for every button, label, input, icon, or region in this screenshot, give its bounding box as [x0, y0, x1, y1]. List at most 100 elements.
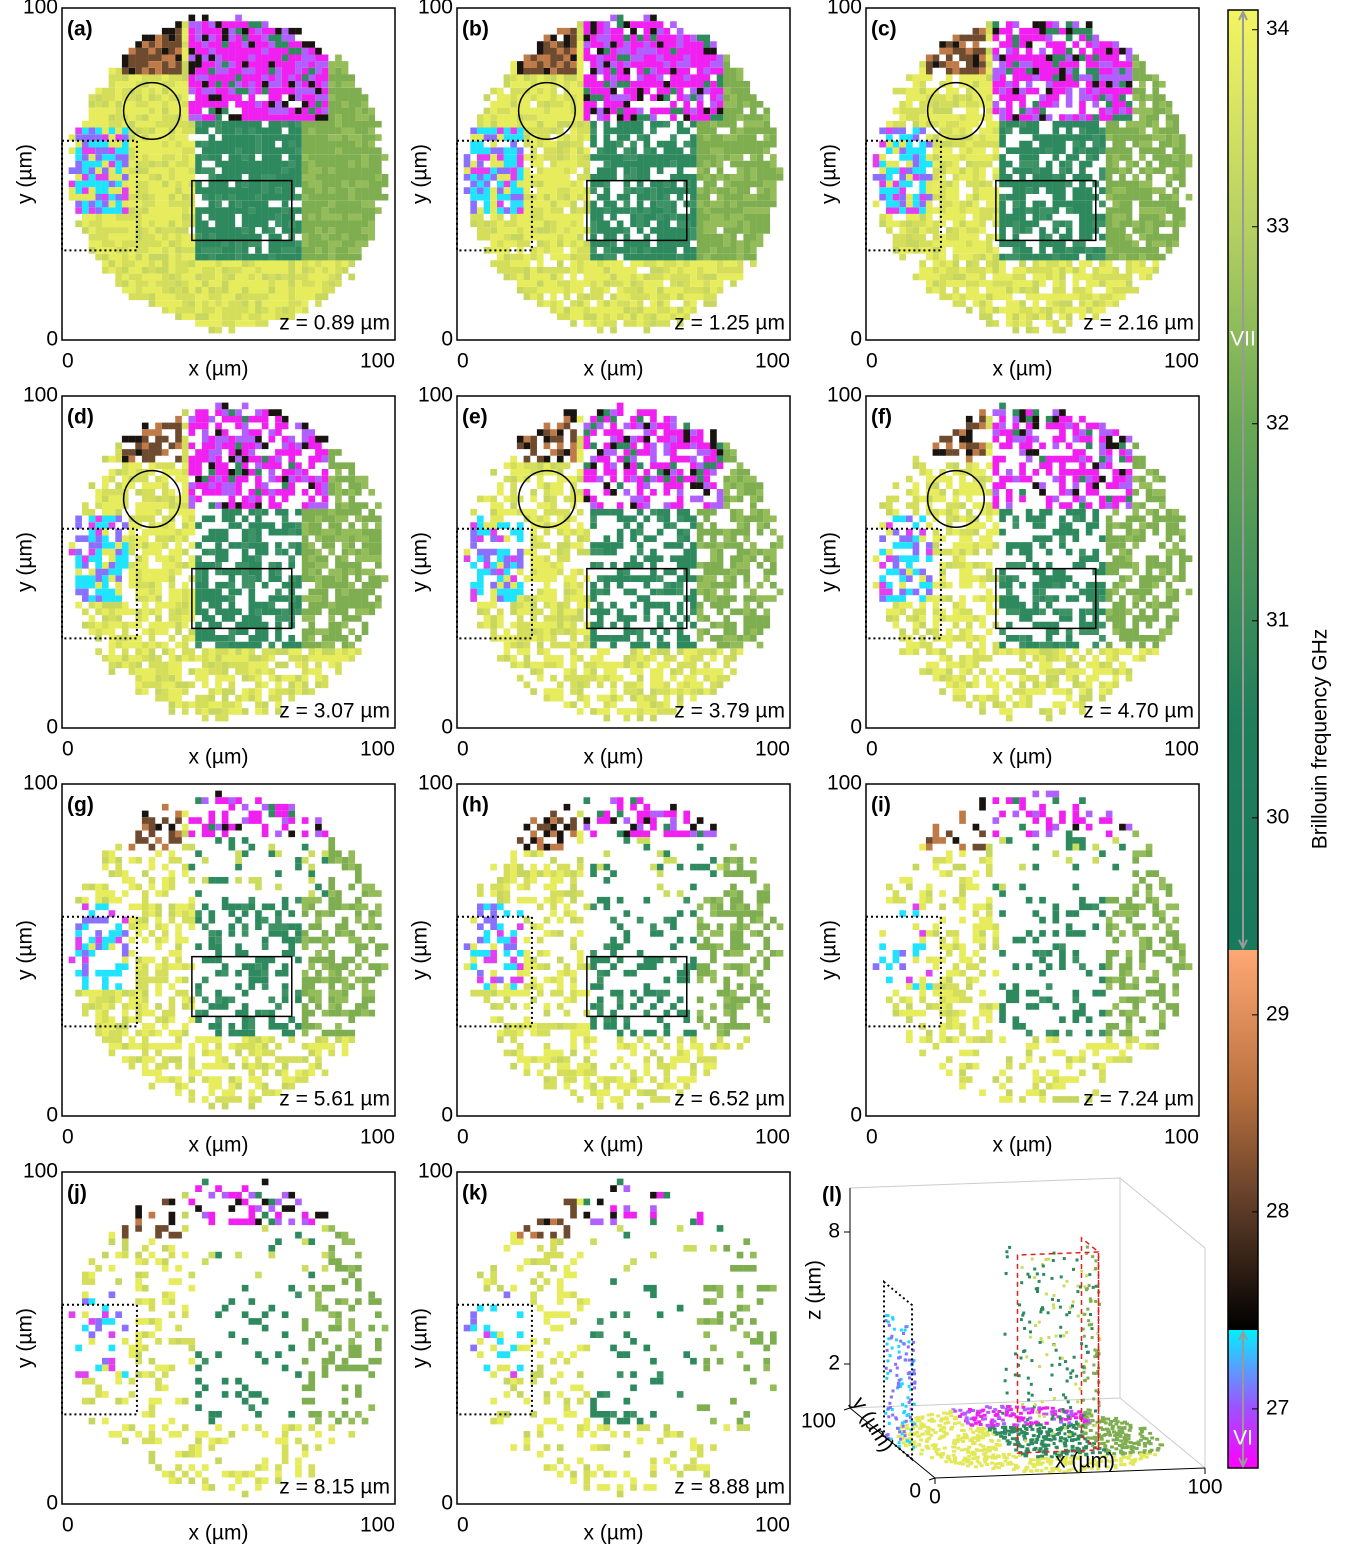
y-axis-label: y (µm)	[409, 1308, 432, 1368]
floor-pixel	[1127, 1428, 1132, 1432]
floor-pixel	[1014, 1415, 1019, 1419]
floor-pixel	[1036, 1428, 1041, 1432]
map-pixels	[470, 27, 757, 334]
floor-pixel	[1035, 1423, 1040, 1427]
floor-pixel	[1112, 1430, 1116, 1434]
map-pixels	[470, 903, 524, 990]
floor-pixel	[982, 1413, 987, 1417]
floor-pixel	[1026, 1443, 1031, 1447]
arrow-head	[1238, 9, 1248, 951]
slab-pixel	[1084, 1288, 1088, 1292]
floor-pixel	[1113, 1433, 1118, 1437]
slab-pixel	[1082, 1370, 1086, 1374]
floor-pixel	[1068, 1460, 1073, 1464]
floor-pixel	[1138, 1457, 1143, 1461]
floor-pixel	[1073, 1456, 1078, 1460]
floor-pixel	[1113, 1466, 1118, 1470]
floor-pixel	[1103, 1421, 1108, 1425]
depth-annotation: z = 1.25 µm	[674, 312, 785, 335]
floor-pixel	[1039, 1469, 1044, 1473]
slab-pixel	[905, 1439, 909, 1443]
floor-pixel	[1100, 1428, 1105, 1431]
region-circle	[517, 469, 576, 528]
floor-pixel	[1030, 1462, 1035, 1466]
floor-pixel	[933, 1431, 938, 1435]
map-pixels	[523, 415, 577, 463]
map-pixels	[543, 1185, 657, 1226]
floor-pixel	[1017, 1444, 1022, 1448]
slab-pixel	[913, 1422, 917, 1426]
slab-pixel	[1083, 1285, 1087, 1289]
floor-pixel	[1136, 1443, 1141, 1447]
slab-pixel	[896, 1382, 900, 1385]
floor-pixel	[1050, 1469, 1055, 1473]
slab-pixel	[1026, 1272, 1030, 1276]
map-pixels	[188, 1185, 316, 1226]
slab-pixel	[1084, 1359, 1088, 1363]
floor-pixel	[1046, 1433, 1051, 1437]
floor-pixel	[1044, 1406, 1049, 1410]
floor-pixel	[964, 1419, 969, 1423]
map-pixels	[999, 120, 1106, 261]
slab-pixel	[1027, 1398, 1031, 1402]
floor-pixel	[1053, 1412, 1057, 1416]
map-pixels	[999, 508, 1106, 649]
floor-pixel	[949, 1414, 954, 1418]
floor-pixel	[1022, 1430, 1027, 1434]
slab-pixel	[886, 1320, 890, 1324]
map-pixels	[696, 857, 777, 1037]
map-pixels	[925, 830, 986, 851]
slab-pixel	[1074, 1420, 1078, 1424]
floor-pixel	[1126, 1434, 1131, 1438]
floor-pixel	[946, 1421, 951, 1424]
floor-pixel	[943, 1421, 948, 1425]
floor-pixel	[1046, 1443, 1051, 1447]
floor-pixel	[921, 1432, 926, 1436]
floor-pixel	[1099, 1426, 1103, 1430]
map-pixels	[88, 943, 129, 964]
floor-pixel	[975, 1411, 980, 1415]
map-pixels	[483, 1331, 517, 1378]
floor-pixel	[968, 1427, 973, 1431]
slab-pixel	[1097, 1404, 1101, 1408]
floor-pixel	[971, 1450, 975, 1454]
floor-pixel	[1055, 1428, 1060, 1431]
slab-pixel	[1088, 1273, 1092, 1277]
map-pixels	[68, 127, 129, 214]
floor-pixel	[1100, 1416, 1105, 1420]
floor-pixel	[1030, 1410, 1035, 1414]
slab-pixel	[1030, 1257, 1034, 1261]
slab-pixel	[896, 1426, 899, 1430]
slab-pixel	[1085, 1245, 1089, 1249]
map-pixels	[872, 522, 933, 602]
slab-pixel	[1004, 1272, 1008, 1275]
floor-pixel	[1128, 1451, 1133, 1454]
floor-pixel	[1114, 1436, 1119, 1440]
map-pixels	[590, 896, 691, 1024]
floor-pixel	[968, 1408, 972, 1411]
floor-pixel	[1118, 1434, 1123, 1438]
slab-pixel	[895, 1366, 899, 1370]
slab-pixel	[1065, 1331, 1069, 1335]
floor-pixel	[1119, 1457, 1124, 1461]
map-pixels	[463, 127, 524, 214]
slab-pixel	[1051, 1432, 1055, 1436]
floor-pixel	[1049, 1455, 1054, 1459]
floor-pixel	[1060, 1458, 1065, 1462]
map-pixels	[925, 27, 986, 75]
slab-pixel	[1083, 1312, 1087, 1316]
slab-pixel	[1096, 1370, 1100, 1374]
map-pixels	[195, 896, 302, 1037]
floor-pixel	[899, 1425, 904, 1429]
region-box	[191, 567, 293, 630]
region-box-3d	[1080, 1236, 1100, 1452]
slab-pixel	[1061, 1408, 1065, 1412]
floor-pixel	[1037, 1455, 1042, 1459]
phase-label: VII	[1230, 327, 1256, 350]
floor-pixel	[1062, 1470, 1067, 1474]
floor-pixel	[1105, 1459, 1110, 1463]
map-pixels	[1025, 903, 1106, 1037]
slab-pixel	[1087, 1319, 1091, 1323]
floor-pixel	[1143, 1444, 1148, 1448]
